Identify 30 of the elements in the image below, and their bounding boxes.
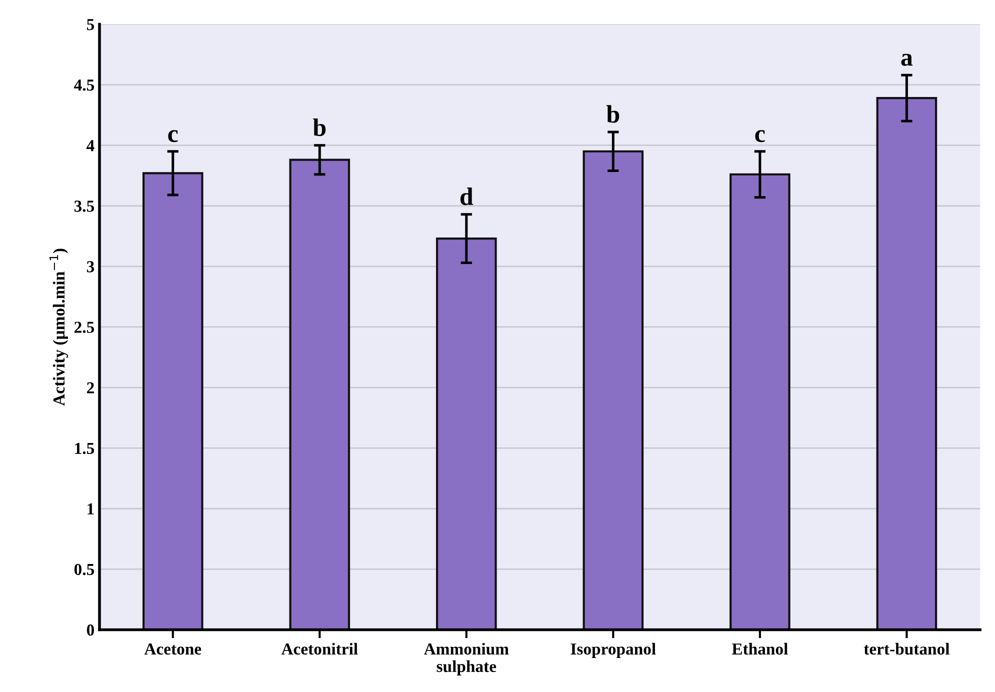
x-tick-label: Ammonium sulphate [424, 642, 509, 676]
annotation: b [606, 105, 620, 123]
y-tick-label: 1.5 [75, 442, 94, 454]
y-axis-title: Activity (µmol.min$^{−1}$) [50, 248, 68, 406]
x-tick-label: Isopropanol [570, 642, 656, 658]
x-tick-label: Acetone [144, 643, 202, 655]
y-tick-label: 2.5 [74, 322, 94, 333]
bar [436, 238, 497, 630]
x-tick-label: Acetonitril [281, 642, 358, 655]
annotation: c [755, 130, 765, 142]
bar [582, 150, 644, 630]
y-tick-label: 3.5 [74, 200, 94, 212]
y-tick-label: 0.5 [74, 564, 94, 576]
annotation: d [460, 188, 474, 206]
annotation: a [901, 54, 913, 66]
y-tick-label: 4.5 [74, 80, 94, 91]
y-tick-label: 2 [87, 382, 94, 394]
y-tick-label: 4 [86, 140, 94, 152]
y-tick-label: 3 [86, 261, 94, 272]
y-tick-label: 5 [86, 19, 94, 30]
x-tick-label: tert-butanol [864, 642, 950, 655]
annotation: b [313, 118, 326, 136]
bar [142, 172, 204, 630]
bar [876, 97, 938, 630]
y-tick-label: 1 [88, 503, 94, 514]
x-tick-label: Ethanol [732, 642, 788, 655]
bar [730, 173, 790, 630]
bar [289, 158, 350, 630]
y-tick-label: 0 [86, 624, 94, 636]
annotation: c [168, 130, 178, 142]
